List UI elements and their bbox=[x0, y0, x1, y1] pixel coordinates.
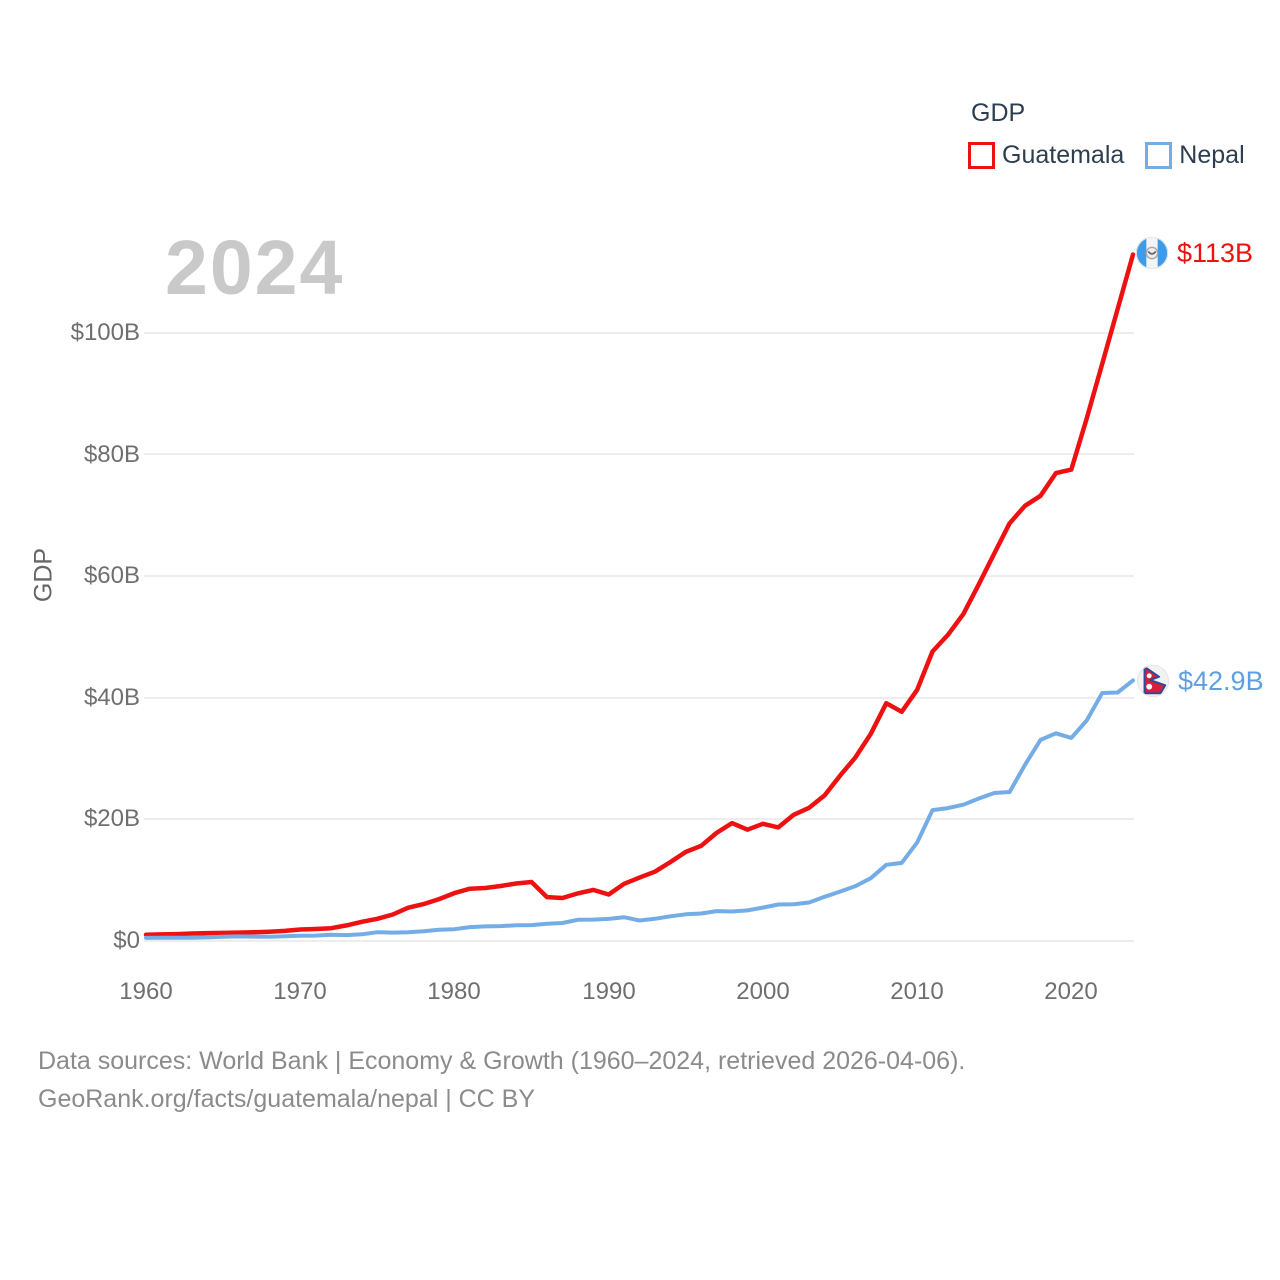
guatemala-legend-swatch[interactable] bbox=[968, 142, 995, 169]
y-tick-60b: $60B bbox=[83, 562, 140, 589]
legend: Guatemala Nepal bbox=[968, 141, 1245, 170]
guatemala-end-label: $113B bbox=[1135, 236, 1253, 270]
gridline-100b bbox=[144, 332, 1134, 334]
footer-sources-line: Data sources: World Bank | Economy & Gro… bbox=[38, 1047, 966, 1075]
gridline-40b bbox=[144, 697, 1134, 699]
y-tick-80b: $80B bbox=[83, 441, 140, 468]
legend-title: GDP bbox=[971, 99, 1026, 127]
legend-label-guatemala[interactable]: Guatemala bbox=[1002, 141, 1125, 169]
footer: Data sources: World Bank | Economy & Gro… bbox=[38, 1042, 965, 1118]
y-tick-20b: $20B bbox=[83, 805, 140, 832]
x-tick-1980: 1980 bbox=[427, 978, 481, 1005]
x-tick-1970: 1970 bbox=[273, 978, 327, 1005]
nepal-flag-icon bbox=[1136, 664, 1170, 698]
guatemala-flag-icon bbox=[1135, 236, 1169, 270]
x-tick-2000: 2000 bbox=[736, 978, 790, 1005]
gridline-20b bbox=[144, 818, 1134, 820]
y-tick-100b: $100B bbox=[70, 319, 140, 346]
x-tick-1960: 1960 bbox=[119, 978, 173, 1005]
nepal-end-label: $42.9B bbox=[1136, 664, 1264, 698]
guatemala-end-value: $113B bbox=[1177, 237, 1254, 268]
y-tick-40b: $40B bbox=[83, 684, 140, 711]
gridline-80b bbox=[144, 453, 1134, 455]
nepal-end-value: $42.9B bbox=[1178, 665, 1264, 696]
gridline-60b bbox=[144, 575, 1134, 577]
legend-label-nepal[interactable]: Nepal bbox=[1179, 141, 1245, 169]
x-tick-1990: 1990 bbox=[582, 978, 636, 1005]
y-tick-0: $0 bbox=[113, 927, 140, 954]
footer-attribution-line: GeoRank.org/facts/guatemala/nepal | CC B… bbox=[38, 1085, 536, 1113]
x-tick-2010: 2010 bbox=[890, 978, 944, 1005]
nepal-line bbox=[144, 678, 1135, 940]
x-tick-2020: 2020 bbox=[1044, 978, 1098, 1005]
gridline-0 bbox=[144, 940, 1134, 942]
nepal-legend-swatch[interactable] bbox=[1145, 142, 1173, 169]
watermark-year: 2024 bbox=[165, 225, 345, 311]
guatemala-line bbox=[143, 252, 1136, 937]
